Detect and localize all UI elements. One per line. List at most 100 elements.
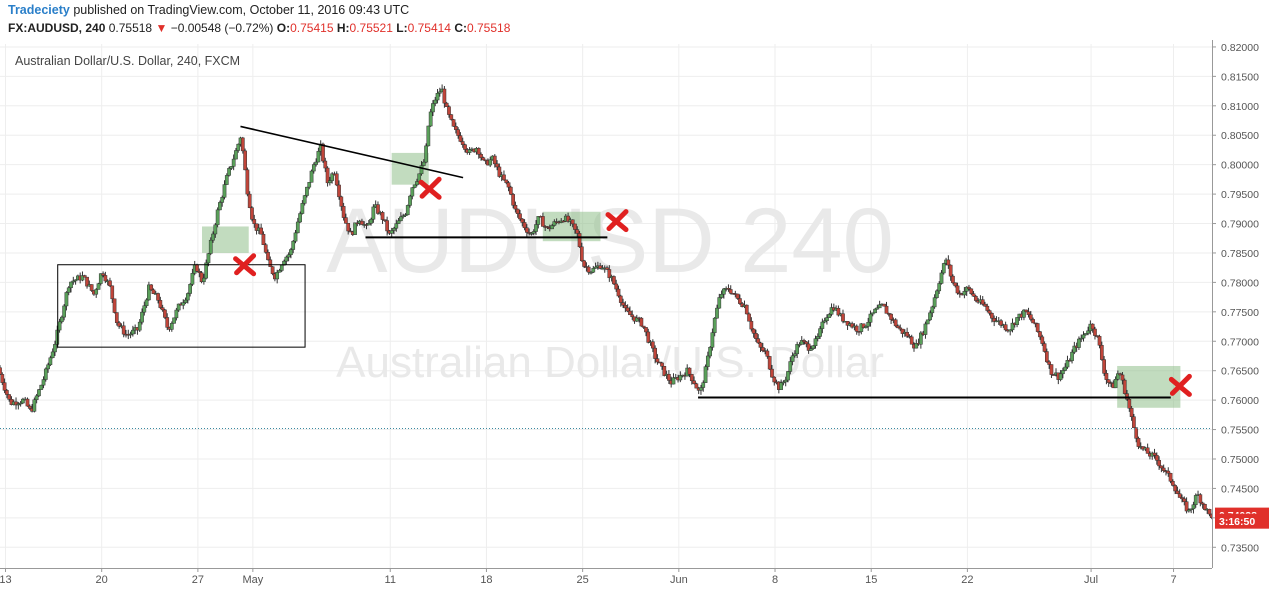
close-label: C: xyxy=(454,21,467,35)
candle-up xyxy=(142,305,147,313)
candle-up xyxy=(1065,360,1070,368)
candle-up xyxy=(98,273,103,284)
candle-up xyxy=(66,287,71,293)
x-marks xyxy=(233,176,1192,397)
candle-up xyxy=(128,333,133,336)
candle-down xyxy=(618,295,623,303)
candle-up xyxy=(218,202,222,211)
candle-up xyxy=(183,299,188,303)
candle-up xyxy=(1015,317,1019,325)
candle-down xyxy=(990,312,994,319)
symbol-interval[interactable]: 240 xyxy=(85,21,106,35)
candle-up xyxy=(790,355,795,362)
candle-down xyxy=(1168,472,1173,482)
candle-down xyxy=(1159,465,1164,469)
candle-up xyxy=(1193,495,1198,506)
x-tick-label: Jul xyxy=(1084,574,1098,586)
candle-up xyxy=(353,222,357,235)
candle-up xyxy=(701,382,706,388)
candle-down xyxy=(1175,490,1180,494)
y-tick-label: 0.75500 xyxy=(1221,425,1259,437)
candle-down xyxy=(689,374,694,382)
range-rectangle xyxy=(57,264,306,348)
candle-down xyxy=(751,328,756,334)
candle-up xyxy=(703,366,708,383)
candle-down xyxy=(1003,324,1008,331)
candle-up xyxy=(712,317,717,333)
time-axis[interactable]: 13 20 27 May 11 18 25 Jun 8 15 22 Jul 7 xyxy=(0,568,1212,586)
candle-down xyxy=(845,320,850,326)
candle-down xyxy=(525,227,529,233)
x-tick-label: 8 xyxy=(772,574,778,586)
y-tick-label: 0.77500 xyxy=(1221,307,1259,319)
candle-down xyxy=(1177,493,1182,498)
candle-down xyxy=(561,220,566,223)
candle-up xyxy=(437,91,442,94)
candle-up xyxy=(16,403,21,406)
candle-down xyxy=(497,166,502,177)
candle-up xyxy=(467,149,472,153)
candle-down xyxy=(889,313,893,320)
candle-up xyxy=(401,215,406,218)
symbol-name[interactable]: FX:AUDUSD, xyxy=(8,21,82,35)
candle-down xyxy=(1132,416,1136,428)
candle-up xyxy=(779,382,783,390)
candle-down xyxy=(511,194,515,206)
price-axis[interactable]: 0.735000.740000.745000.750000.755000.760… xyxy=(1212,40,1270,589)
candle-up xyxy=(822,320,827,323)
candle-up xyxy=(403,214,408,217)
y-tick-label: 0.79000 xyxy=(1221,219,1259,231)
candle-up xyxy=(32,399,37,412)
candle-up xyxy=(1083,333,1088,336)
candle-down xyxy=(1134,427,1139,439)
chart-title: Australian Dollar/U.S. Dollar, 240, FXCM xyxy=(15,54,240,68)
candle-down xyxy=(948,264,953,277)
candle-down xyxy=(243,150,247,171)
candle-up xyxy=(34,395,39,400)
red-x-mark xyxy=(1168,373,1192,397)
candle-down xyxy=(612,276,616,285)
candle-down xyxy=(971,293,976,297)
candle-up xyxy=(552,221,557,226)
candle-down xyxy=(103,275,108,282)
candle-up xyxy=(389,230,394,234)
candle-up xyxy=(932,297,937,308)
candle-up xyxy=(1191,504,1196,510)
candle-down xyxy=(651,341,655,349)
candle-down xyxy=(444,102,449,107)
candle-down xyxy=(802,340,806,343)
candle-up xyxy=(799,340,804,345)
candle-up xyxy=(291,240,296,250)
candle-down xyxy=(653,347,657,359)
candle-down xyxy=(323,160,328,169)
candle-up xyxy=(236,143,241,151)
trend-drawings[interactable] xyxy=(57,125,1171,399)
symbol-info-bar: FX:AUDUSD, 240 0.75518 ▼ −0.00548 (−0.72… xyxy=(8,21,510,35)
candle-down xyxy=(344,217,348,224)
candle-up xyxy=(176,303,181,311)
candle-down xyxy=(1166,470,1171,474)
candle-up xyxy=(204,262,209,279)
candle-up xyxy=(1079,337,1084,340)
author-link[interactable]: Tradeciety xyxy=(8,3,70,17)
candle-up xyxy=(46,364,50,370)
candle-down xyxy=(973,295,978,301)
candle-down xyxy=(621,302,625,306)
y-tick-label: 0.76500 xyxy=(1221,366,1259,378)
candle-up xyxy=(174,309,179,319)
candle-up xyxy=(227,168,231,176)
candle-down xyxy=(738,298,742,304)
candle-down xyxy=(0,367,2,375)
candle-up xyxy=(279,264,284,271)
x-tick-label: 22 xyxy=(961,574,973,586)
candle-down xyxy=(726,288,731,290)
candle-down xyxy=(27,405,32,409)
candle-down xyxy=(382,219,387,221)
candle-down xyxy=(1122,379,1127,394)
candle-up xyxy=(930,306,935,314)
candle-up xyxy=(328,180,332,184)
candle-down xyxy=(639,317,644,327)
candle-down xyxy=(1161,467,1166,471)
price-chart[interactable]: AUDUSD 240 Australian Dollar/U.S. Dollar… xyxy=(0,40,1270,589)
candle-up xyxy=(877,304,882,309)
